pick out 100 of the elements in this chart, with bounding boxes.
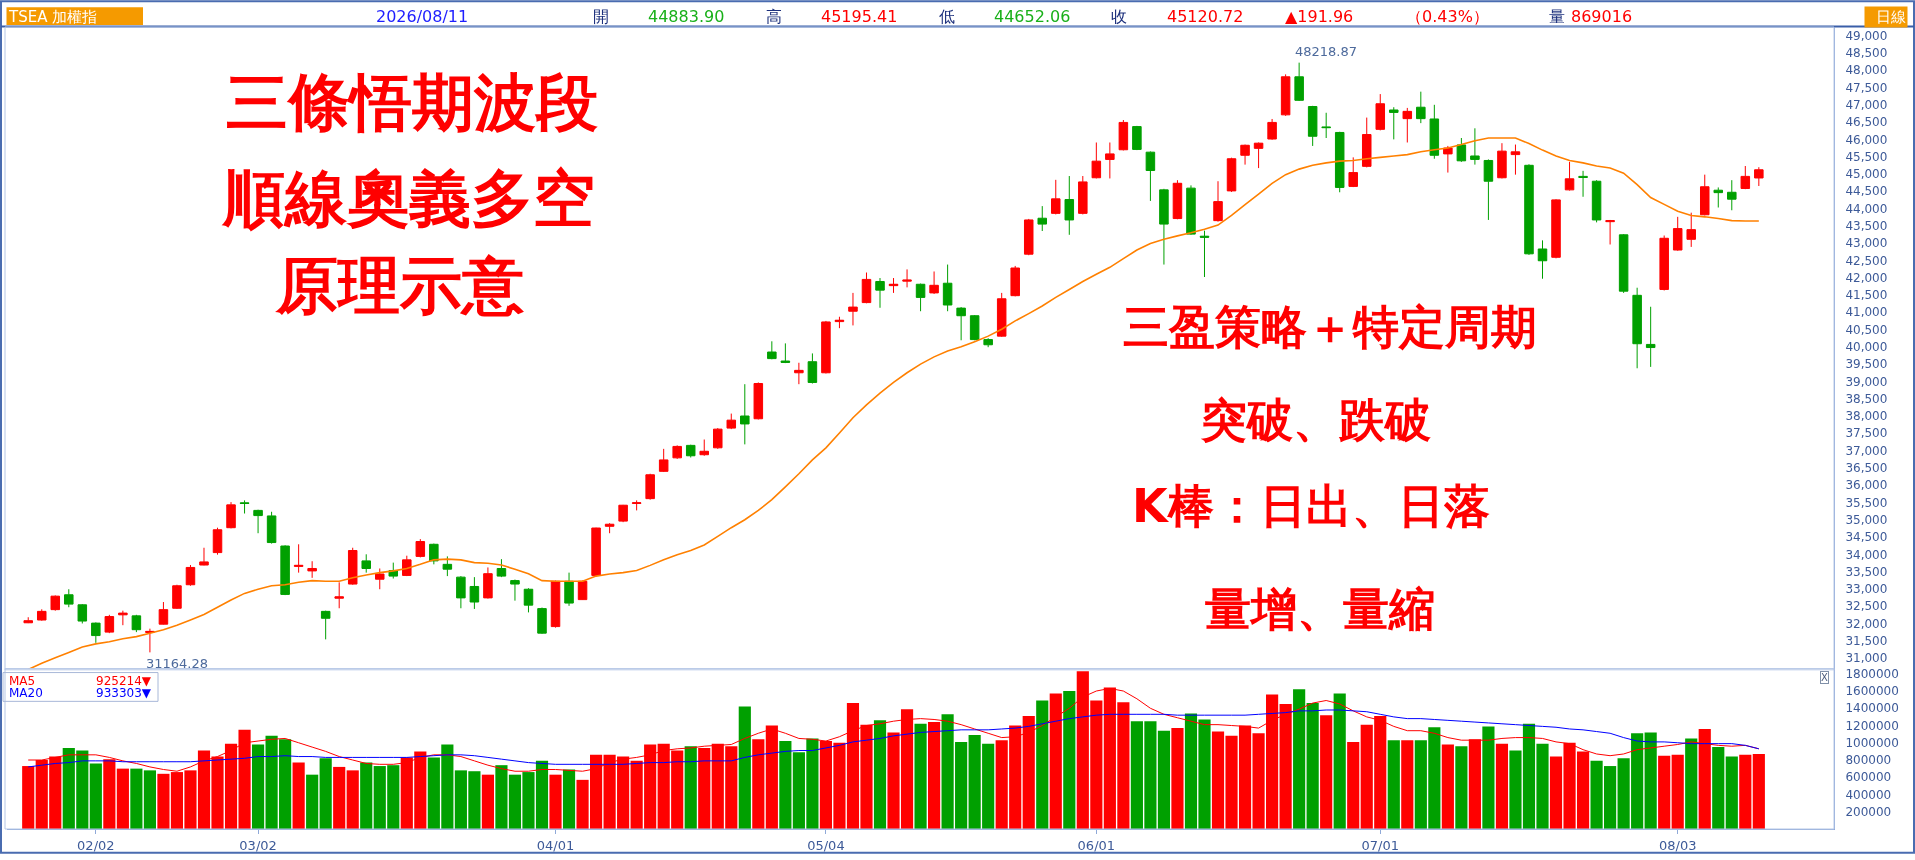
y-tick-label: 1200000 [1845,718,1899,733]
x-tick-label: 07/01 [1361,837,1399,853]
candlestick [1416,91,1426,124]
chart-title: TSEA 加權指 [8,7,98,26]
y-tick-label: 41,500 [1845,288,1888,303]
y-tick-label: 49,000 [1845,28,1888,43]
candlestick [1537,239,1548,280]
candlestick [456,575,466,609]
bar [779,741,792,829]
bar [1036,700,1049,829]
y-tick-label: 31,000 [1845,651,1888,666]
candlestick [1618,233,1629,294]
y-tick-label: 38,000 [1845,409,1888,424]
y-tick-label: 33,500 [1845,564,1888,579]
bar [1685,738,1698,829]
candlestick [1267,118,1277,141]
candlestick [564,572,574,607]
candlestick [1091,141,1102,179]
y-tick-label: 48,500 [1845,46,1888,61]
text: 低 [939,7,955,26]
bar [1320,715,1333,829]
y-tick-label: 800000 [1845,753,1892,768]
y-tick-label: 1000000 [1845,735,1899,750]
candlestick [131,614,142,633]
candlestick [375,567,385,590]
y-tick-label: 43,500 [1845,219,1888,234]
candlestick [537,607,547,635]
y-tick-label: 1600000 [1845,684,1899,699]
candlestick [1172,179,1183,220]
bar [562,769,576,829]
candlestick [848,292,858,326]
y-tick-label: 39,500 [1845,357,1888,372]
bar [1752,753,1765,829]
text: （0.43%） [1406,7,1489,26]
candlestick [942,264,953,312]
text: 高 [766,7,782,26]
y-tick-label: 32,500 [1845,599,1888,614]
candlestick [550,580,561,629]
y-tick-label: 48,000 [1845,63,1888,78]
candlestick [1010,265,1020,297]
bar [143,770,156,829]
candlestick [23,616,33,624]
annotation: 48218.87 [1295,44,1358,59]
annotation: 933303▼ [96,686,152,700]
candlestick [780,342,791,364]
bar [319,758,332,829]
y-tick-label: 37,500 [1845,426,1888,441]
text: 收 [1111,7,1127,26]
candlestick [1578,170,1588,198]
bar [914,723,927,829]
text: MA5 [9,674,36,688]
bar [1644,732,1657,829]
candlestick [1051,179,1061,215]
x-tick-label: 02/02 [77,837,115,853]
bar [684,746,697,829]
bar [1306,703,1319,829]
candlestick [239,499,250,515]
x-tick-label: 08/03 [1658,837,1697,853]
candlestick [293,543,304,574]
bar [1482,726,1495,829]
candlestick [1632,287,1642,369]
bar [1712,747,1725,829]
candlestick [1686,212,1696,248]
candlestick [631,499,642,511]
candlestick [1226,157,1237,193]
candlestick [726,413,737,430]
candlestick [1497,142,1507,179]
candlestick [1551,198,1561,259]
y-tick-label: 47,500 [1845,80,1888,95]
candlestick [1361,117,1372,168]
candlestick [1591,179,1602,223]
bar [752,739,765,829]
candlestick [118,610,128,626]
candlestick [50,594,61,612]
bar [360,762,373,829]
y-tick-label: 36,500 [1845,461,1888,476]
annotation: 三條悟期波段 [226,66,598,139]
candlestick [1672,216,1683,252]
bar [1401,740,1414,829]
x-tick-label: 05/04 [807,837,845,853]
text: 量 [1549,7,1565,26]
candlestick [280,544,290,596]
bar [1333,693,1346,829]
candlestick [767,340,777,360]
text: 日線 [1876,8,1906,26]
candlestick [658,448,669,473]
candlestick [442,555,453,577]
candlestick [1334,131,1345,193]
candlestick [1023,218,1034,256]
candlestick [185,564,196,587]
candlestick [1280,73,1291,117]
annotation: 原理示意 [275,249,524,322]
candlestick [1186,184,1196,236]
x-tick-label: 06/01 [1077,837,1116,853]
candlestick [145,628,155,653]
x-tick-label: 03/02 [239,837,277,853]
annotation: 925214▼ [96,674,152,688]
candlestick [753,381,764,420]
bar [1441,744,1454,829]
candlestick [996,292,1007,338]
